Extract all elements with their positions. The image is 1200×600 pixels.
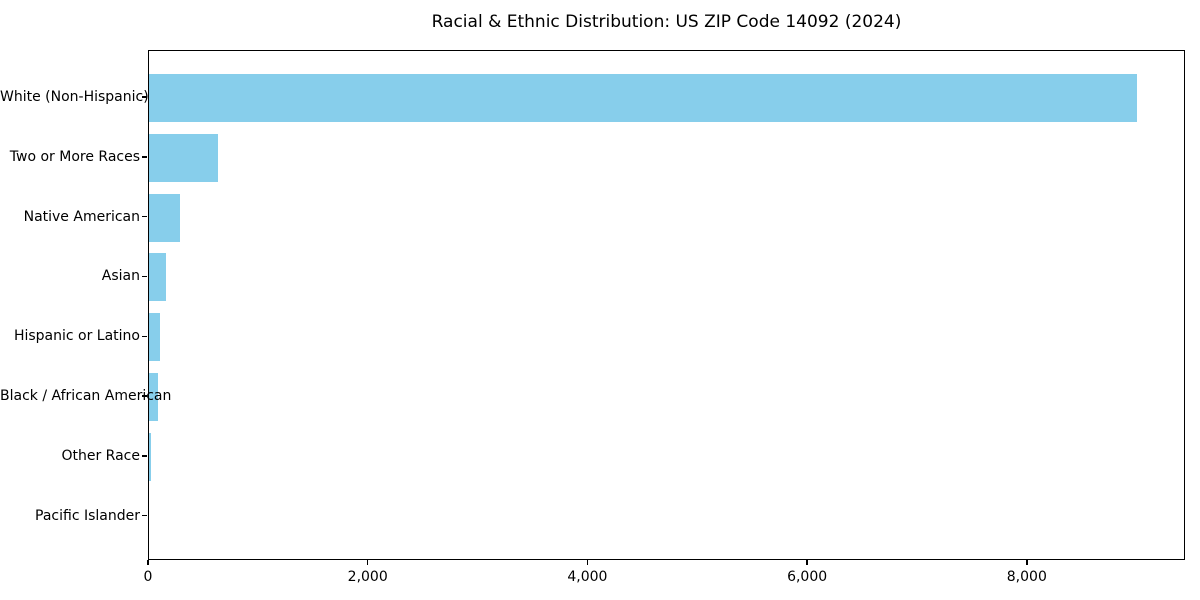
y-tick-label: Two or More Races (9, 148, 140, 165)
y-tick-mark (142, 395, 147, 397)
x-tick-mark (366, 560, 369, 565)
x-tick-mark (1026, 560, 1028, 565)
x-tick-label: 8,000 (1006, 569, 1047, 585)
y-tick-label: Pacific Islander (35, 507, 140, 524)
bar (149, 133, 218, 182)
y-tick-label: Native American (23, 208, 140, 225)
bar (149, 253, 167, 302)
plot-area (148, 50, 1185, 560)
y-tick-label: Hispanic or Latino (13, 328, 140, 345)
y-tick-label: Asian (101, 268, 140, 285)
x-tick-mark (586, 560, 589, 565)
y-tick-mark (142, 275, 147, 278)
x-tick-mark (147, 560, 149, 565)
bar (149, 193, 180, 242)
bar (149, 373, 159, 422)
y-tick-mark (142, 455, 147, 457)
chart-title: Racial & Ethnic Distribution: US ZIP Cod… (431, 12, 902, 32)
y-tick-label: White (Non-Hispanic) (0, 89, 149, 105)
y-tick-label: Other Race (61, 447, 140, 464)
y-tick-label: Black / African American (0, 388, 172, 405)
x-tick-label: 0 (143, 569, 153, 585)
bar (149, 313, 160, 362)
y-tick-mark (142, 156, 147, 158)
y-tick-mark (142, 215, 147, 218)
x-tick-mark (806, 560, 808, 565)
x-tick-label: 4,000 (567, 569, 608, 585)
bar (149, 74, 1137, 122)
y-tick-mark (142, 96, 147, 98)
bar (149, 432, 151, 481)
x-tick-label: 2,000 (347, 569, 388, 585)
y-tick-mark (142, 335, 147, 338)
x-tick-label: 6,000 (787, 569, 828, 585)
y-tick-mark (142, 514, 147, 517)
